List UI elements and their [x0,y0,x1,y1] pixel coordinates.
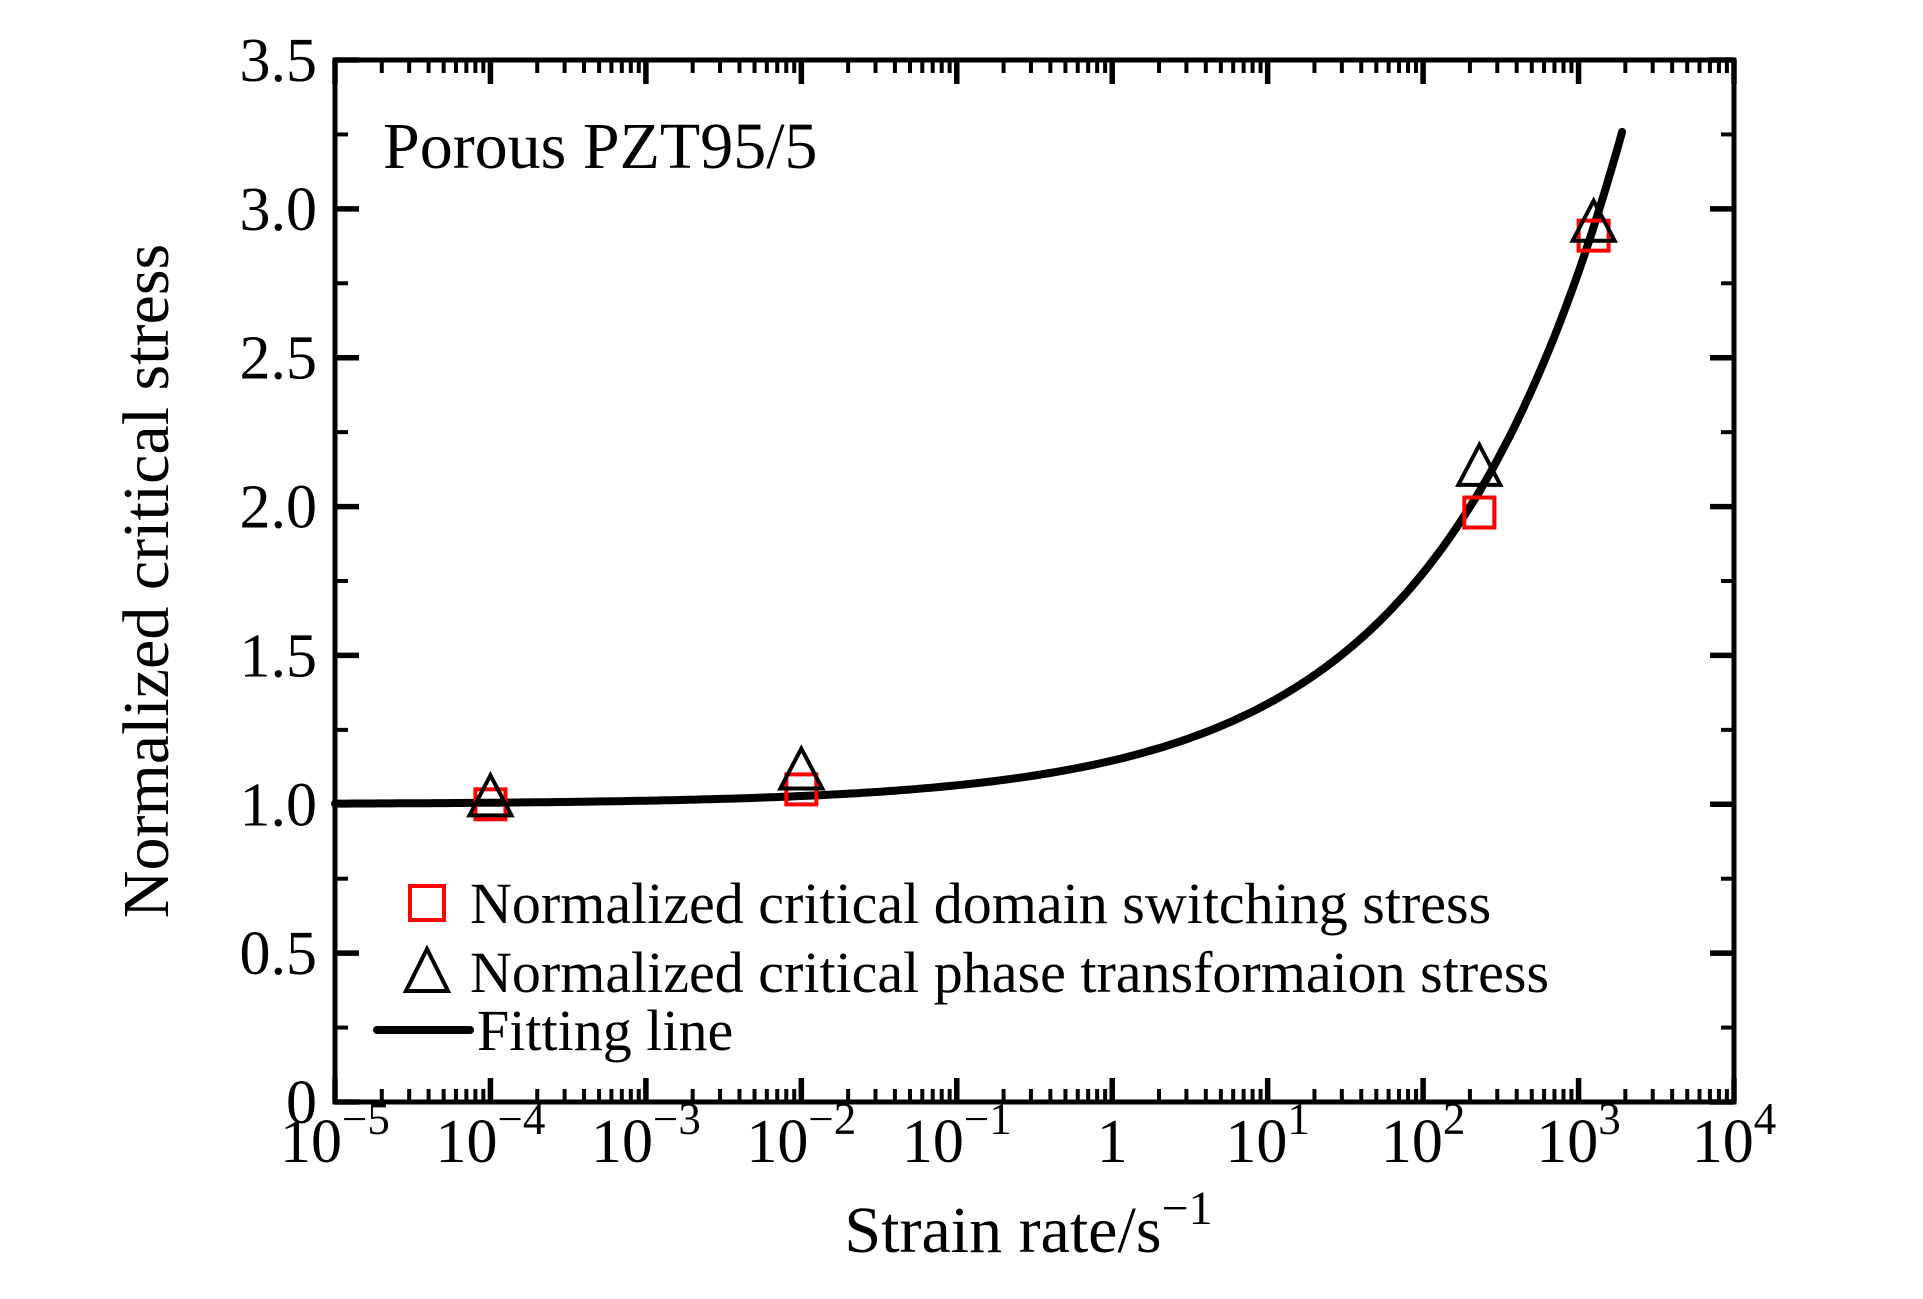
square-marker [1462,495,1497,530]
x-tick-exponent: −5 [342,1094,390,1144]
legend-label: Fitting line [477,998,733,1063]
plot-frame [332,57,1737,1105]
legend-row: Normalized critical phase transformaion … [402,940,1549,1005]
y-tick-label: 3.0 [240,176,318,244]
x-tick-exponent: 2 [1443,1094,1466,1144]
x-tick-label: 102 [1381,1094,1466,1176]
series-triangle [466,196,1618,818]
x-tick-base: 10 [591,1108,653,1176]
y-tick-labels: 0 0.5 1.0 1.5 2.0 2.5 3.0 3.5 [240,27,318,1137]
x-tick-base: 10 [435,1108,497,1176]
triangle-marker [466,771,515,818]
triangle-marker [1455,440,1504,487]
x-tick-labels: 10−5 10−4 10−3 10−2 10−1 1 101 102 103 104 [280,1094,1776,1176]
x-tick-label: 10−4 [435,1094,545,1176]
x-tick-label: 10−2 [746,1094,856,1176]
x-tick-base: 10 [902,1108,964,1176]
y-tick-label: 3.5 [240,27,318,95]
y-tick-label: 0.5 [240,920,318,988]
x-axis-title: Strain rate/s−1 [844,1182,1212,1267]
x-tick-base: 10 [280,1108,342,1176]
x-tick-base: 10 [1381,1108,1443,1176]
y-tick-label: 0 [286,1069,317,1137]
x-tick-base: 10 [746,1108,808,1176]
y-tick-label: 1.5 [240,622,318,690]
y-tick-label: 1.0 [240,771,318,839]
x-tick-base: 10 [1536,1108,1598,1176]
x-tick-label: 10−5 [280,1094,390,1176]
x-tick-exponent: −3 [653,1094,701,1144]
x-tick-label: 104 [1692,1094,1777,1176]
x-tick-label: 10−3 [591,1094,701,1176]
legend: Normalized critical domain switching str… [373,871,1549,1063]
y-tick-label: 2.5 [240,325,318,393]
annotation-material-label: Porous PZT95/5 [383,110,818,183]
triangle-marker [402,944,452,993]
x-tick-base: 10 [1692,1108,1754,1176]
x-tick-label: 10−1 [902,1094,1012,1176]
x-tick-base: 1 [1097,1108,1128,1176]
square-marker [408,884,446,922]
y-tick-label: 2.0 [240,474,318,542]
x-tick-label: 101 [1225,1094,1310,1176]
x-tick-exponent: 3 [1598,1094,1621,1144]
x-tick-label: 103 [1536,1094,1621,1176]
x-tick-label: 1 [1097,1108,1128,1176]
triangle-marker [777,744,826,791]
legend-label: Normalized critical domain switching str… [470,871,1491,936]
legend-row: Normalized critical domain switching str… [408,871,1491,936]
x-tick-exponent: −1 [964,1094,1012,1144]
x-tick-exponent: 4 [1754,1094,1777,1144]
series-square [473,218,1611,822]
square-marker [1576,218,1611,253]
x-axis-title-base: Strain rate/s [844,1194,1161,1267]
x-axis-title-exponent: −1 [1162,1182,1213,1235]
x-tick-exponent: −2 [808,1094,856,1144]
fitting-line [331,127,1627,808]
legend-row: Fitting line [373,998,733,1063]
x-tick-exponent: −4 [497,1094,545,1144]
triangle-marker [1569,196,1618,243]
legend-label: Normalized critical phase transformaion … [470,940,1549,1005]
y-axis-title: Normalized critical stress [110,244,183,918]
x-tick-exponent: 1 [1287,1094,1310,1144]
x-tick-base: 10 [1225,1108,1287,1176]
